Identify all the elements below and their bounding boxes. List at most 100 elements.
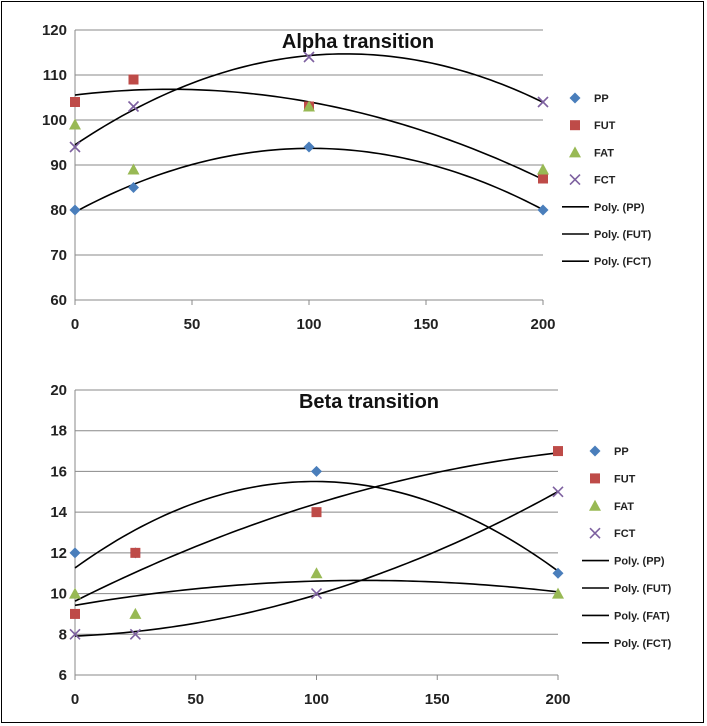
data-point-fct bbox=[69, 628, 81, 640]
y-tick-label: 120 bbox=[42, 22, 67, 39]
data-point-fct-stroke-b bbox=[310, 588, 323, 600]
data-point-fut bbox=[128, 74, 139, 85]
chart-1: 60 70 80 90 100 110 120 0 50 100 150 200 Alpha trans… bbox=[42, 22, 652, 333]
x-tick-label: 0 bbox=[71, 691, 79, 708]
legend-label: Poly. (PP) bbox=[614, 556, 665, 568]
data-point-fct bbox=[552, 486, 564, 498]
y-tick-label: 60 bbox=[50, 292, 67, 309]
legend-marker-fut bbox=[590, 473, 600, 484]
x-tick-label: 100 bbox=[296, 316, 321, 333]
legend-label: PP bbox=[594, 93, 609, 105]
legend-label: FAT bbox=[594, 147, 614, 159]
y-tick-label: 20 bbox=[50, 382, 67, 399]
data-point-fct-stroke-b bbox=[129, 628, 141, 640]
y-tick-label: 12 bbox=[50, 545, 67, 562]
data-point-fct-stroke-b bbox=[552, 486, 564, 498]
data-point-fut bbox=[553, 446, 563, 457]
legend-label: Poly. (FUT) bbox=[594, 229, 652, 241]
legend-marker-fct bbox=[589, 527, 601, 539]
legend-marker-fct bbox=[569, 174, 581, 186]
data-point-fat bbox=[537, 163, 549, 175]
data-point-fct-stroke-b bbox=[127, 100, 140, 113]
legend-marker-fat bbox=[569, 146, 581, 158]
data-point-fct bbox=[310, 588, 323, 600]
legend-label: Poly. (FUT) bbox=[614, 583, 672, 595]
data-point-fct bbox=[537, 96, 549, 108]
data-point-fct-stroke-b bbox=[303, 51, 315, 63]
y-tick-label: 90 bbox=[50, 157, 67, 174]
x-tick-label: 150 bbox=[413, 316, 438, 333]
y-tick-label: 110 bbox=[43, 67, 67, 84]
y-tick-label: 80 bbox=[50, 202, 67, 219]
data-point-fut bbox=[70, 608, 80, 619]
y-tick-label: 10 bbox=[50, 586, 67, 603]
trendline-pp bbox=[74, 480, 559, 572]
data-point-fct bbox=[69, 141, 81, 153]
data-point-fct-stroke-b bbox=[69, 141, 81, 153]
data-point-fct-stroke-b bbox=[537, 96, 549, 108]
y-tick-label: 70 bbox=[50, 247, 67, 264]
data-point-fct-stroke-b bbox=[69, 628, 81, 640]
trendline-fct bbox=[74, 53, 544, 146]
legend-marker-fct-stroke-b bbox=[569, 174, 581, 186]
x-tick-label: 100 bbox=[304, 691, 329, 708]
data-point-pp bbox=[311, 465, 322, 477]
legend-marker-fct-stroke-b bbox=[589, 527, 601, 539]
data-point-fat bbox=[69, 118, 81, 130]
data-point-pp bbox=[128, 182, 139, 193]
data-point-fct bbox=[127, 100, 140, 113]
data-point-fat bbox=[69, 587, 81, 599]
x-tick-label: 200 bbox=[530, 316, 555, 333]
data-point-pp bbox=[69, 547, 81, 559]
legend-label: Poly. (FCT) bbox=[614, 638, 672, 650]
trendline-fct bbox=[74, 490, 559, 637]
y-tick-label: 18 bbox=[50, 423, 67, 440]
data-point-fut bbox=[538, 173, 548, 184]
y-tick-label: 14 bbox=[50, 504, 67, 521]
data-point-pp bbox=[552, 567, 564, 579]
chart-title: Alpha transition bbox=[282, 31, 434, 53]
legend-marker-fat bbox=[589, 499, 601, 511]
data-point-pp bbox=[537, 204, 549, 216]
x-tick-label: 50 bbox=[187, 691, 204, 708]
data-point-pp bbox=[69, 204, 81, 216]
data-point-fut bbox=[311, 507, 322, 518]
trendline-pp bbox=[74, 147, 544, 213]
legend-label: FCT bbox=[594, 175, 616, 187]
x-tick-label: 150 bbox=[425, 691, 450, 708]
data-point-fut bbox=[130, 547, 141, 558]
data-point-fat bbox=[310, 567, 323, 579]
legend-label: FCT bbox=[614, 528, 636, 540]
legend-marker-pp bbox=[589, 445, 601, 457]
data-point-fat bbox=[129, 607, 142, 619]
y-tick-label: 16 bbox=[50, 463, 67, 480]
x-tick-label: 200 bbox=[545, 691, 570, 708]
legend-label: PP bbox=[614, 446, 629, 458]
data-point-fat bbox=[303, 100, 315, 112]
legend-label: Poly. (FCT) bbox=[594, 256, 652, 268]
legend: PP FUT FAT FCT Poly. (PP) Poly. (FUT) Poly. (F… bbox=[562, 92, 652, 268]
y-tick-label: 8 bbox=[59, 626, 67, 643]
data-point-fct bbox=[129, 628, 141, 640]
chart-title: Beta transition bbox=[299, 391, 439, 413]
legend-label: Poly. (PP) bbox=[594, 202, 645, 214]
data-point-fut bbox=[70, 97, 80, 107]
y-tick-label: 100 bbox=[42, 112, 67, 129]
legend-label: Poly. (FAT) bbox=[614, 610, 670, 622]
data-point-pp bbox=[303, 141, 315, 153]
legend-label: FUT bbox=[614, 473, 636, 485]
legend: PP FUT FAT FCT Poly. (PP) Poly. (FUT) Poly. (F… bbox=[582, 445, 672, 650]
legend-marker-pp bbox=[569, 92, 581, 104]
legend-label: FUT bbox=[594, 120, 616, 132]
data-point-fct bbox=[303, 51, 315, 63]
data-point-fat bbox=[552, 587, 564, 599]
legend-label: FAT bbox=[614, 501, 634, 513]
trendline-fat bbox=[74, 579, 559, 607]
trendline-fut bbox=[74, 452, 559, 602]
legend-marker-fut bbox=[570, 120, 580, 131]
x-tick-label: 0 bbox=[71, 316, 79, 333]
y-tick-label: 6 bbox=[59, 667, 67, 684]
